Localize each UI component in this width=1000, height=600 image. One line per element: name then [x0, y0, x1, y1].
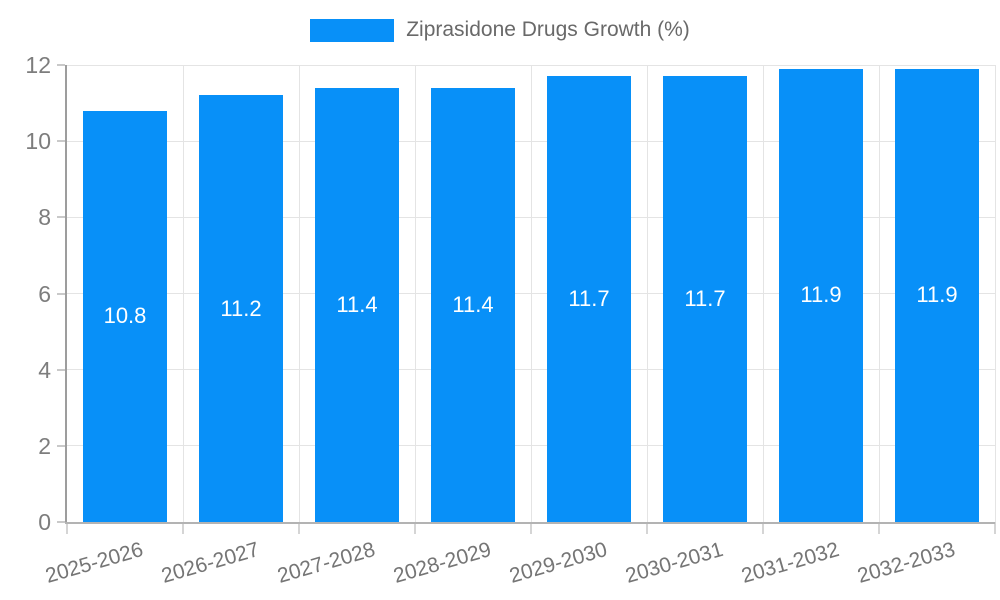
bar-value-label: 11.7 [684, 286, 726, 312]
gridline-vertical [182, 65, 184, 522]
y-tick-label: 8 [38, 204, 51, 231]
legend-swatch [310, 18, 395, 42]
y-axis-tick [57, 64, 65, 66]
bar-value-label: 11.4 [452, 291, 494, 317]
plot-area: 0 2 4 6 8 10 12 10.8 11.2 11.4 11.4 11.7 11.7 11.9 11.… [25, 52, 996, 588]
x-axis-tick [878, 522, 880, 534]
gridline-vertical [646, 65, 648, 522]
x-axis-tick [646, 522, 648, 534]
x-axis-tick [530, 522, 532, 534]
x-tick-label: 2029-2030 [506, 538, 610, 588]
y-axis-tick [57, 140, 65, 143]
bar[interactable]: 11.9 [779, 68, 863, 522]
x-tick-label: 2031-2032 [738, 538, 842, 588]
bar-value-label: 11.2 [220, 295, 262, 321]
x-axis-tick [414, 522, 416, 534]
x-axis-tick [66, 522, 68, 534]
y-tick-label: 2 [38, 432, 51, 459]
bar-value-label: 10.8 [103, 303, 147, 329]
x-axis-line [65, 522, 995, 524]
bar-value-label: 11.4 [336, 291, 378, 317]
x-axis-tick [298, 522, 300, 534]
gridline-vertical [762, 65, 764, 522]
bar[interactable]: 11.2 [199, 95, 283, 522]
bar[interactable]: 10.8 [83, 110, 167, 522]
y-axis-tick [57, 292, 65, 295]
y-axis-tick [57, 216, 65, 219]
legend-item[interactable]: Ziprasidone Drugs Growth (%) [310, 18, 690, 42]
x-tick-label: 2030-2031 [622, 538, 726, 588]
x-axis-tick [994, 522, 996, 534]
y-tick-label: 0 [38, 509, 51, 535]
bar-value-label: 11.9 [800, 282, 842, 308]
y-axis-tick [57, 368, 65, 371]
bar[interactable]: 11.4 [431, 87, 515, 522]
bar[interactable]: 11.9 [895, 68, 979, 522]
y-axis-tick [57, 444, 65, 447]
x-tick-label: 2027-2028 [274, 538, 378, 588]
bar-value-label: 11.9 [916, 282, 958, 308]
x-tick-label: 2032-2033 [854, 538, 958, 588]
x-tick-label: 2025-2026 [42, 538, 146, 588]
gridline-vertical [414, 65, 416, 522]
legend-label: Ziprasidone Drugs Growth (%) [406, 18, 690, 41]
x-axis-tick [182, 522, 184, 534]
bar[interactable]: 11.7 [547, 76, 631, 522]
gridline-vertical [530, 65, 532, 522]
y-axis-line [65, 65, 67, 522]
y-tick-label: 10 [25, 128, 51, 155]
bar[interactable]: 11.7 [663, 76, 747, 522]
x-axis-tick [762, 522, 764, 534]
legend: Ziprasidone Drugs Growth (%) [0, 18, 1000, 42]
y-tick-label: 6 [38, 280, 51, 307]
y-tick-label: 12 [25, 52, 51, 78]
x-tick-label: 2028-2029 [390, 538, 494, 588]
gridline-vertical [878, 65, 880, 522]
y-tick-label: 4 [38, 356, 51, 383]
bar[interactable]: 11.4 [315, 87, 399, 522]
x-tick-label: 2026-2027 [158, 538, 262, 588]
y-axis-tick [57, 521, 65, 523]
gridline-vertical [994, 65, 996, 522]
bar-value-label: 11.7 [568, 286, 610, 312]
gridline-vertical [298, 65, 300, 522]
